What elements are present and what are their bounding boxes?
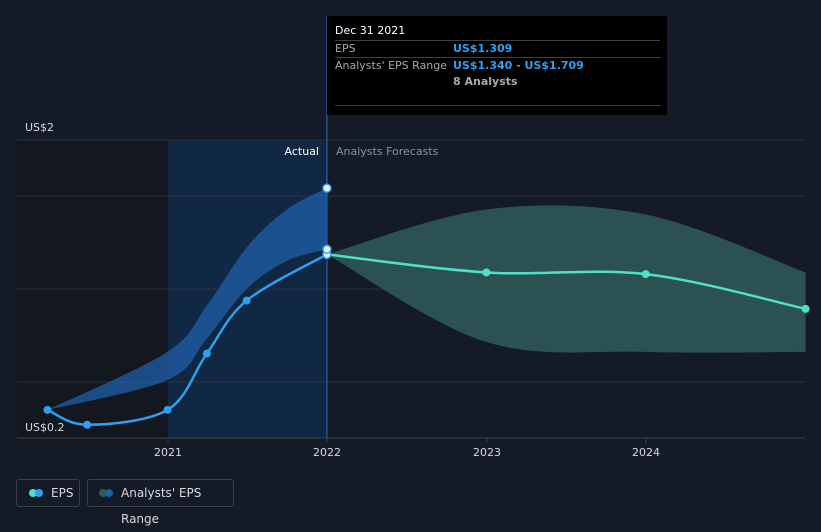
tooltip-eps-value: US$1.309 [453, 42, 513, 55]
tooltip: Dec 31 2021 EPS US$1.309 Analysts' EPS R… [327, 16, 667, 115]
range-high-marker [322, 183, 332, 193]
eps-legend-icon [29, 489, 43, 497]
axis-labels: US$2 US$0.2 Actual Analysts Forecasts [25, 121, 439, 434]
eps-point [242, 296, 251, 305]
range-legend-icon [99, 489, 113, 497]
actual-label: Actual [285, 145, 319, 158]
x-axis-ticks: 2021 2022 2023 2024 [154, 438, 660, 459]
x-tick-label: 2021 [154, 446, 182, 459]
tooltip-range-value: US$1.340 - US$1.709 [453, 59, 584, 72]
legend-eps-label: EPS [51, 486, 74, 500]
tooltip-date: Dec 31 2021 [335, 24, 406, 37]
eps-point [202, 349, 211, 358]
forecast-point [801, 304, 810, 313]
tooltip-divider [335, 57, 660, 58]
range-low-marker [322, 244, 332, 255]
range-bands [47, 188, 806, 410]
forecast-point [641, 270, 650, 279]
y-axis-top-label: US$2 [25, 121, 54, 134]
eps-point [163, 405, 172, 414]
tooltip-divider [335, 105, 660, 106]
tooltip-range-label: Analysts' EPS Range [335, 59, 448, 72]
tooltip-divider [335, 40, 660, 41]
tooltip-analysts: 8 Analysts [453, 75, 518, 88]
actual-range-band [47, 188, 327, 410]
legend-eps-button[interactable]: EPS [16, 479, 80, 507]
forecast-point [482, 268, 491, 277]
forecast-label: Analysts Forecasts [336, 145, 439, 158]
legend-range-button[interactable]: Analysts' EPS Range [87, 479, 234, 526]
eps-chart: US$2 US$0.2 Actual Analysts Forecasts 20… [17, 16, 810, 459]
eps-point [83, 420, 92, 429]
y-axis-bottom-label: US$0.2 [25, 421, 65, 434]
forecast-line [326, 253, 806, 311]
legend-range-label: Analysts' EPS Range [121, 486, 202, 526]
forecast-range-band [326, 205, 806, 353]
x-tick-label: 2024 [632, 446, 660, 459]
x-tick-label: 2022 [313, 446, 341, 459]
tooltip-eps-label: EPS [335, 42, 356, 55]
eps-point [43, 405, 52, 414]
x-tick-label: 2023 [473, 446, 501, 459]
data-points [43, 183, 810, 429]
